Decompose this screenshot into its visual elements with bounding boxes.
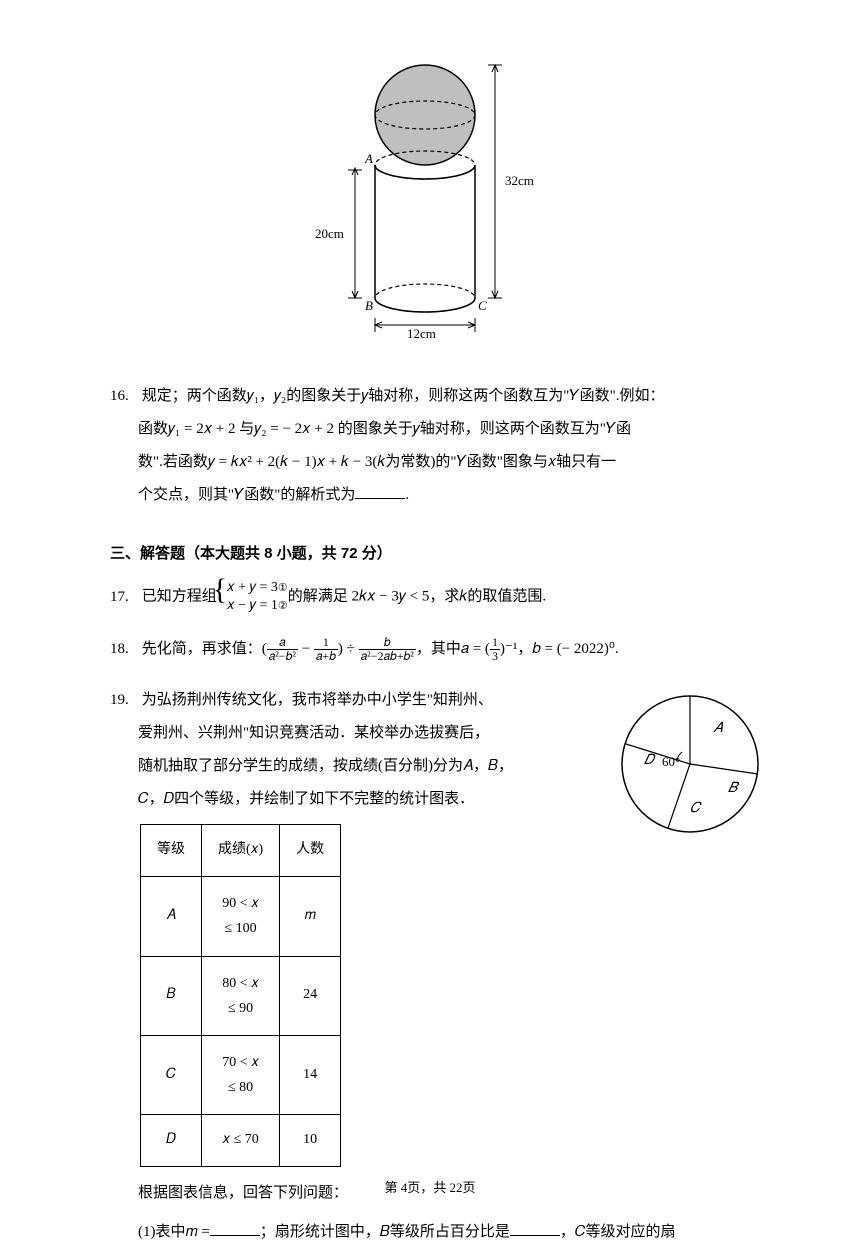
dim-right: 32cm: [505, 173, 534, 188]
problem-number: 17.: [110, 581, 138, 614]
table-header-row: 等级 成绩(𝑥) 人数: [141, 825, 341, 877]
answer-blank: [210, 1221, 260, 1236]
col-header: 等级: [141, 825, 202, 877]
fraction: 13: [490, 636, 500, 663]
equation-system: 𝑥 + 𝑦 = 3① 𝑥 − 𝑦 = 1②: [217, 579, 288, 615]
grade-table: 等级 成绩(𝑥) 人数 𝐴90 < 𝑥≤ 100𝑚 𝐵80 < 𝑥≤ 9024 …: [140, 824, 341, 1167]
table-row: 𝐴90 < 𝑥≤ 100𝑚: [141, 877, 341, 956]
text: 的解满足 2𝑘𝑥 − 3𝑦 < 5，求𝑘的取值范围.: [288, 589, 546, 605]
text: 先化简，再求值：(: [142, 641, 267, 657]
fraction: 1𝑎+𝑏: [314, 636, 338, 663]
col-header: 成绩(𝑥): [202, 825, 280, 877]
label-c: C: [478, 298, 487, 313]
text: 函数𝑦₁ = 2𝑥 + 2 与𝑦₂ = − 2𝑥 + 2 的图象关于𝑦轴对称，则…: [138, 421, 631, 437]
text: 𝑦₂: [274, 388, 286, 404]
table-row: 𝐶70 < 𝑥≤ 8014: [141, 1035, 341, 1114]
problem-18: 18. 先化简，再求值：(𝑎𝑎²−𝑏² − 1𝑎+𝑏) ÷ 𝑏𝑎²−2𝑎𝑏+𝑏²…: [110, 633, 750, 666]
section-3-title: 三、解答题（本大题共 8 小题，共 72 分）: [110, 542, 750, 563]
fraction: 𝑏𝑎²−2𝑎𝑏+𝑏²: [359, 636, 416, 663]
label-a: A: [364, 151, 373, 166]
fraction: 𝑎𝑎²−𝑏²: [267, 636, 298, 663]
label-b: B: [365, 298, 373, 313]
svg-text:𝐷: 𝐷: [644, 753, 656, 768]
problem-17: 17. 已知方程组 𝑥 + 𝑦 = 3① 𝑥 − 𝑦 = 1② 的解满足 2𝑘𝑥…: [110, 579, 750, 615]
page-footer: 第 4页，共 22页: [0, 1177, 860, 1196]
figure-cylinder-sphere: A B C 20cm 32cm 12cm: [110, 40, 750, 340]
text: 𝐶，𝐷四个等级，并绘制了如下不完整的统计图表．: [138, 791, 474, 807]
text: 爱荆州、兴荆州"知识竞赛活动．某校举办选拔赛后，: [138, 725, 489, 741]
answer-blank: [510, 1221, 560, 1236]
figure-svg: A B C 20cm 32cm 12cm: [310, 40, 550, 340]
table-row: 𝐷𝑥 ≤ 7010: [141, 1115, 341, 1167]
problem-number: 18.: [110, 633, 138, 666]
text: 个交点，则其"𝑌函数"的解析式为: [138, 487, 355, 503]
dim-left: 20cm: [315, 226, 344, 241]
text: 已知方程组: [142, 589, 217, 605]
problem-16: 16. 规定；两个函数𝑦₁，𝑦₂的图象关于𝑦轴对称，则称这两个函数互为"𝑌函数"…: [110, 380, 750, 512]
text: ，: [259, 388, 274, 404]
dim-bottom: 12cm: [407, 326, 436, 340]
svg-text:60°: 60°: [662, 754, 680, 769]
svg-text:𝐴: 𝐴: [713, 721, 724, 736]
problem-19: 𝐴 𝐵 𝐶 𝐷 60° 19. 为弘扬荆州传统文化，我市将举办中小学生"知荆州、…: [110, 684, 750, 1249]
table-row: 𝐵80 < 𝑥≤ 9024: [141, 956, 341, 1035]
text: 随机抽取了部分学生的成绩，按成绩(百分制)分为𝐴，𝐵，: [138, 758, 513, 774]
text: .: [405, 487, 409, 503]
text: 𝑦₁: [247, 388, 259, 404]
problem-number: 16.: [110, 380, 138, 413]
sub-question-1: (1)表中𝑚 =；扇形统计图中，𝐵等级所占百分比是，𝐶等级对应的扇: [138, 1216, 750, 1249]
answer-blank: [355, 484, 405, 499]
svg-text:𝐵: 𝐵: [728, 781, 740, 796]
text: 规定；两个函数: [142, 388, 247, 404]
text: 数".若函数𝑦 = 𝑘𝑥² + 2(𝑘 − 1)𝑥 + 𝑘 − 3(𝑘为常数)的…: [138, 454, 616, 470]
text: 为弘扬荆州传统文化，我市将举办中小学生"知荆州、: [142, 692, 493, 708]
text: 的图象关于𝑦轴对称，则称这两个函数互为"𝑌函数".例如：: [286, 388, 664, 404]
svg-text:𝐶: 𝐶: [690, 801, 703, 816]
pie-chart: 𝐴 𝐵 𝐶 𝐷 60°: [610, 684, 770, 857]
problem-number: 19.: [110, 684, 138, 717]
col-header: 人数: [280, 825, 341, 877]
